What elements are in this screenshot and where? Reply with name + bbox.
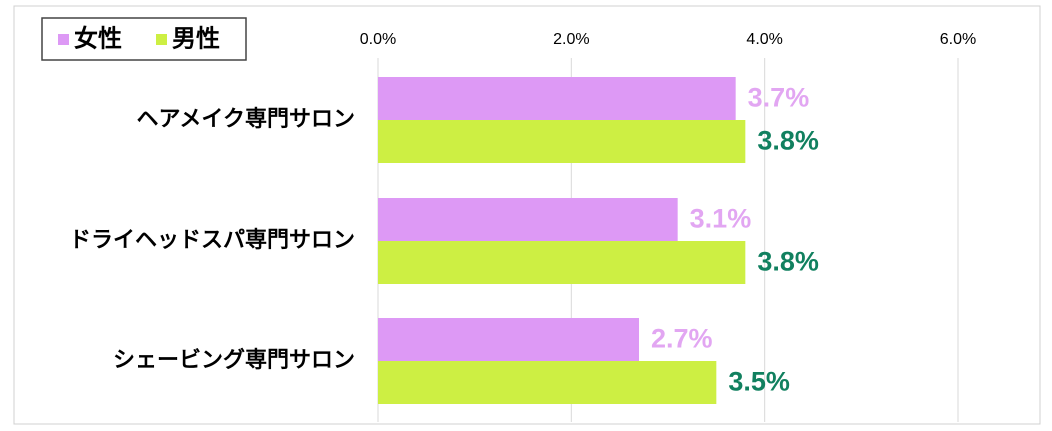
data-label: 3.8% — [757, 126, 819, 156]
data-label: 3.5% — [728, 367, 790, 397]
y-tick-label: シェービング専門サロン — [113, 347, 355, 372]
x-tick-label: 2.0% — [553, 31, 589, 48]
bar — [378, 241, 746, 284]
y-tick-label: ドライヘッドスパ専門サロン — [69, 227, 355, 252]
legend-swatch — [156, 34, 167, 45]
x-tick-label: 4.0% — [746, 31, 782, 48]
legend-label: 女性 — [74, 24, 122, 52]
x-tick-label: 6.0% — [940, 31, 976, 48]
legend-label: 男性 — [172, 25, 220, 52]
data-label: 3.7% — [748, 83, 810, 113]
data-label: 3.1% — [690, 204, 752, 234]
bar — [378, 198, 678, 241]
legend-swatch — [58, 34, 69, 45]
bar — [378, 77, 736, 120]
legend-box — [41, 17, 247, 61]
data-label: 2.7% — [651, 324, 713, 354]
y-tick-label: ヘアメイク専門サロン — [137, 106, 355, 131]
bar — [378, 120, 746, 163]
data-label: 3.8% — [757, 247, 819, 277]
bar — [378, 361, 717, 404]
bar — [378, 318, 639, 361]
x-tick-label: 0.0% — [360, 31, 396, 48]
